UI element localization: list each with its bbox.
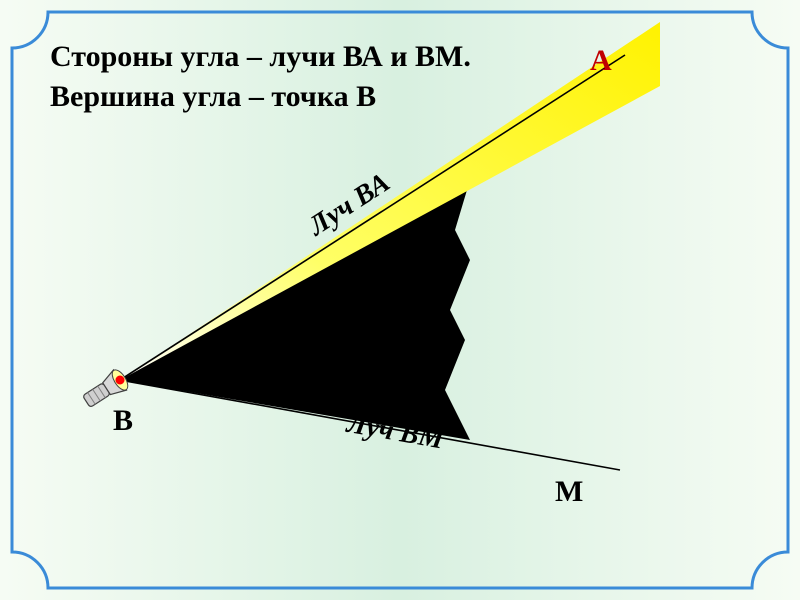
point-a-label: A <box>590 44 612 78</box>
point-m-label: M <box>555 475 583 509</box>
geometry-slide: Стороны угла – лучи ВА и ВМ. Вершина угл… <box>0 0 800 600</box>
vertex-b-dot <box>116 376 125 385</box>
point-b-label: B <box>113 404 133 438</box>
definition-sides: Стороны угла – лучи ВА и ВМ. <box>50 40 471 74</box>
definition-vertex: Вершина угла – точка В <box>50 80 376 114</box>
